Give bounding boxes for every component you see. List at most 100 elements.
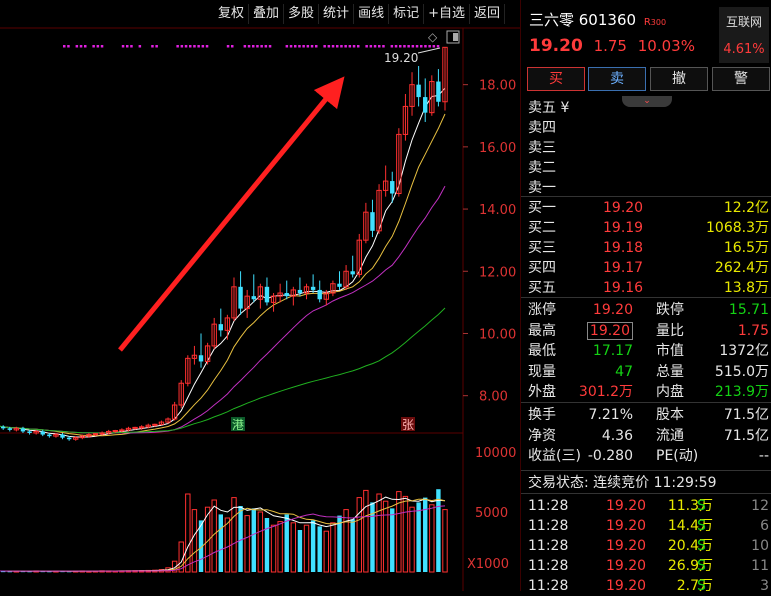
marker-gang[interactable]: 港 [232, 418, 244, 432]
signal-dot [79, 45, 83, 48]
candle [198, 355, 204, 362]
stat-label: 最高 [528, 322, 556, 339]
candle [429, 81, 435, 114]
candle [436, 81, 441, 102]
diamond-icon[interactable]: ◇ [428, 30, 438, 44]
volume-bar [323, 530, 330, 573]
candle [218, 324, 223, 331]
tick-row[interactable]: 11:28 19.20 20.4万 S 10 [521, 536, 771, 556]
candle [257, 286, 264, 300]
cancel-order-button[interactable]: 撤 [650, 67, 708, 91]
kline-chart-area[interactable]: 18.00 16.00 14.00 12.00 10.00 8.00 10000 5000 X… [0, 0, 520, 591]
signal-dot [315, 45, 318, 48]
signal-dot [436, 45, 440, 48]
kline-chart[interactable]: 18.00 16.00 14.00 12.00 10.00 8.00 10000 5000 X… [0, 0, 520, 591]
bid-level-price: 19.19 [603, 220, 644, 236]
tick-price: 19.20 [606, 498, 647, 514]
price-change-pct: 10.03% [637, 37, 695, 55]
buy-button[interactable]: 买 [527, 67, 585, 91]
bid-level-volume: 1068.3万 [706, 220, 769, 236]
tick-time: 11:28 [528, 538, 569, 554]
volume-bar [396, 491, 402, 573]
candle [409, 84, 415, 107]
volume-bar [0, 571, 6, 573]
quote-stat-row: 最高 19.20 量比 1.75 [521, 321, 771, 341]
sell-button[interactable]: 卖 [588, 67, 646, 91]
toolbar-item[interactable]: 返回 [470, 4, 506, 24]
stat-value: 515.0万 [714, 363, 769, 380]
fundamental-row: 净资 4.36 流通 71.5亿 [521, 426, 771, 446]
quote-stat-row: 外盘 301.2万 内盘 213.9万 [521, 382, 771, 402]
tick-row[interactable]: 11:28 19.20 14.4万 S 6 [521, 516, 771, 536]
tick-time: 11:28 [528, 558, 569, 574]
bid-level-price: 19.20 [603, 200, 644, 216]
quote-panel: 三六零 601360 R300 19.20 1.75 10.03% 互联网 4.… [521, 0, 771, 594]
volume-bar [370, 502, 375, 572]
candle [356, 239, 362, 275]
candle [323, 292, 330, 300]
bid-level-price: 19.16 [603, 280, 644, 296]
bid-level-label: 买五 [528, 280, 556, 296]
volume-bar [423, 497, 428, 572]
candle [442, 46, 448, 103]
candle [125, 427, 132, 431]
tick-row[interactable]: 11:28 19.20 26.9万 S 11 [521, 556, 771, 576]
candle [185, 357, 191, 384]
tick-row[interactable]: 11:28 19.20 2.7万 S 3 [521, 576, 771, 596]
alert-button[interactable]: 警 [712, 67, 770, 91]
candle [13, 427, 20, 431]
volume-unit-label: X1000 [467, 557, 509, 572]
panel-toggle-icon[interactable] [446, 30, 460, 44]
candle [396, 133, 402, 195]
volume-bar [27, 571, 32, 573]
toolbar-item[interactable]: 复权 [214, 4, 250, 24]
volume-bar [244, 515, 250, 573]
marker-zhang[interactable]: 张 [402, 418, 414, 432]
ask-level-label: 卖四 [528, 120, 556, 136]
toolbar-item[interactable]: 多股 [284, 4, 320, 24]
signal-dot [336, 45, 339, 48]
toolbar-item[interactable]: +自选 [424, 4, 470, 24]
volume-bar [303, 524, 310, 573]
tick-row[interactable]: 11:28 19.20 11.3万 S 12 [521, 496, 771, 516]
bid-level-volume: 12.2亿 [723, 200, 769, 216]
bid-level-row: 买一 19.20 12.2亿 [521, 198, 771, 218]
volume-bar [47, 571, 52, 573]
volume-bar [264, 518, 270, 572]
high-label-leader [417, 47, 441, 54]
price-tick-label: 8.00 [479, 390, 508, 405]
toolbar-item[interactable]: 画线 [354, 4, 390, 24]
signal-dot [155, 45, 158, 48]
candle [231, 286, 237, 319]
tick-price: 19.20 [606, 578, 647, 594]
fundamental-row: 换手 7.21% 股本 71.5亿 [521, 405, 771, 425]
candle [132, 426, 138, 429]
signal-dot [390, 45, 394, 48]
stat-label: 换手 [528, 407, 556, 423]
volume-bar [7, 571, 12, 573]
stat-value: 4.36 [601, 427, 633, 444]
tick-count: 11 [751, 558, 769, 574]
candle [310, 286, 316, 290]
tick-volume: 11.3万 [667, 498, 713, 514]
stock-tag-letter: R [643, 17, 651, 28]
toolbar-item[interactable]: 标记 [389, 4, 425, 24]
signal-dot [256, 45, 259, 48]
toolbar-item[interactable]: 叠加 [249, 4, 285, 24]
signal-dot [399, 45, 402, 48]
ask-level-label: 卖三 [528, 140, 556, 156]
candle [402, 105, 409, 135]
tick-price: 19.20 [606, 558, 647, 574]
candle [350, 271, 355, 275]
collapse-icon[interactable]: ⌄ [622, 96, 672, 107]
volume-bar [66, 571, 72, 573]
candle [145, 424, 151, 428]
tick-count: 12 [751, 498, 769, 514]
sector-name: 互联网 [725, 15, 762, 29]
toolbar-item[interactable]: 统计 [319, 4, 355, 24]
volume-bar [257, 511, 264, 573]
volume-bar [356, 497, 362, 573]
divider [521, 402, 771, 403]
signal-dot [189, 45, 192, 48]
sector-badge[interactable]: 互联网 4.61% [719, 7, 769, 63]
